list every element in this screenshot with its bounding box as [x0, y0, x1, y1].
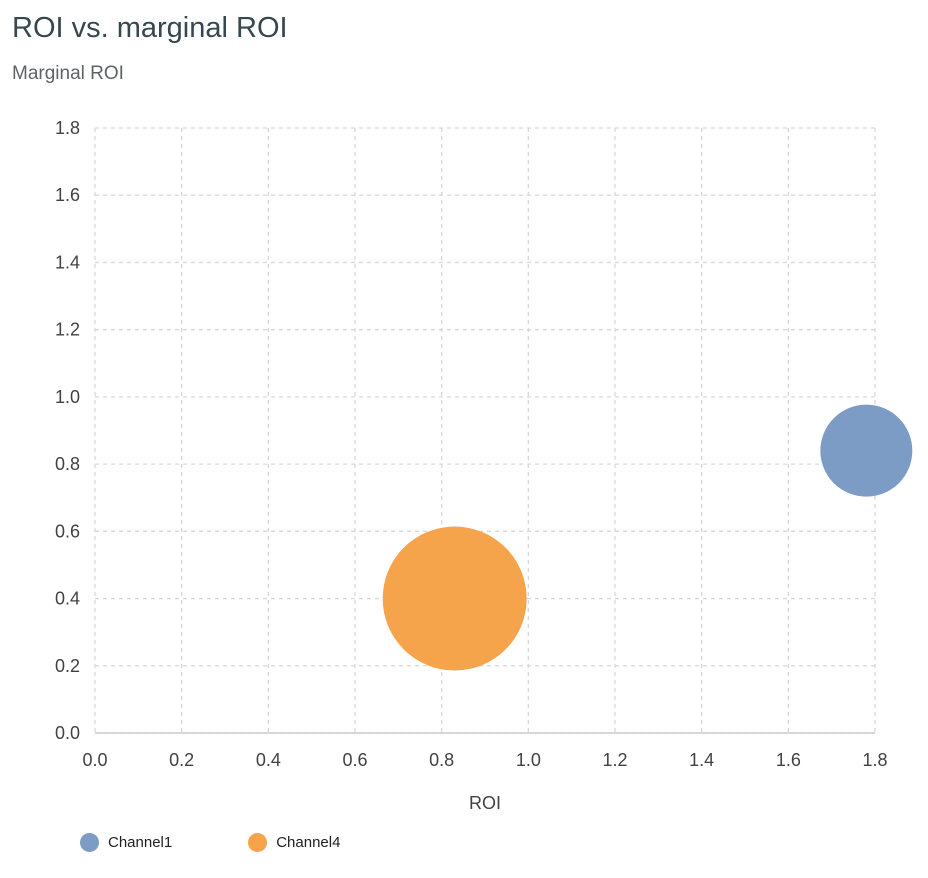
x-tick-label: 0.8	[429, 750, 454, 770]
x-axis-title: ROI	[469, 793, 501, 813]
y-tick-label: 0.8	[55, 454, 80, 474]
y-tick-label: 1.2	[55, 320, 80, 340]
y-tick-label: 0.2	[55, 656, 80, 676]
y-tick-label: 1.6	[55, 185, 80, 205]
x-tick-label: 1.6	[776, 750, 801, 770]
y-tick-label: 1.4	[55, 252, 80, 272]
x-tick-label: 0.6	[342, 750, 367, 770]
x-tick-label: 0.0	[82, 750, 107, 770]
legend-label: Channel1	[108, 834, 173, 851]
bubble-channel4[interactable]	[382, 526, 527, 671]
x-tick-label: 1.0	[516, 750, 541, 770]
legend-label: Channel4	[276, 834, 341, 851]
y-tick-label: 0.4	[55, 589, 80, 609]
x-tick-label: 1.8	[862, 750, 887, 770]
y-tick-label: 1.0	[55, 387, 80, 407]
y-tick-label: 0.0	[55, 723, 80, 743]
chart-header: ROI vs. marginal ROI Marginal ROI	[0, 0, 928, 85]
x-tick-label: 0.4	[256, 750, 281, 770]
x-tick-label: 1.4	[689, 750, 714, 770]
y-axis-title: Marginal ROI	[12, 63, 124, 84]
legend-swatch-icon	[80, 833, 99, 852]
y-tick-label: 0.6	[55, 521, 80, 541]
x-tick-label: 1.2	[602, 750, 627, 770]
bubble-channel1[interactable]	[820, 404, 913, 497]
chart-legend: Channel1 Channel4	[0, 833, 928, 852]
legend-swatch-icon	[248, 833, 268, 852]
chart-title: ROI vs. marginal ROI	[12, 12, 288, 44]
roi-bubble-chart: 0.0 0.2 0.4 0.6 0.8 1.0 1.2 1.4 1.6 1.8 0.0 0.2 0.4 0…	[55, 118, 913, 813]
x-tick-label: 0.2	[169, 750, 194, 770]
legend-item-channel1[interactable]: Channel1	[80, 833, 172, 852]
legend-item-channel4[interactable]: Channel4	[248, 833, 340, 852]
y-tick-label: 1.8	[55, 118, 80, 138]
